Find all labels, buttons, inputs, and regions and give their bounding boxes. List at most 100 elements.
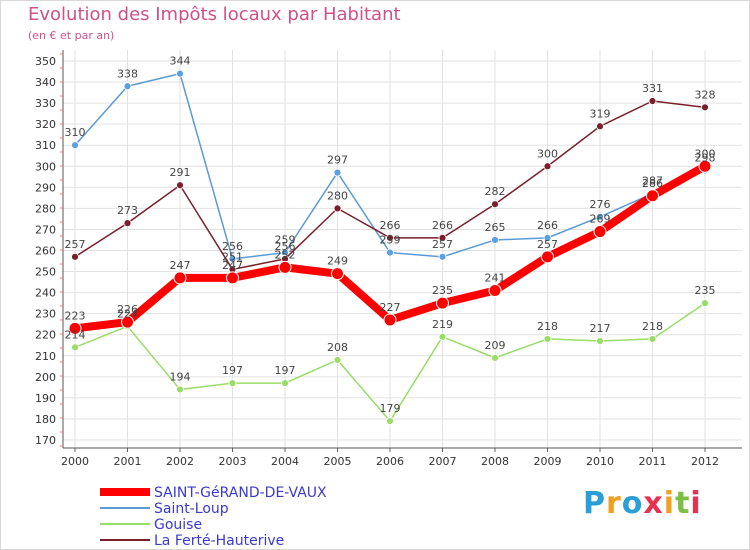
y-tick-label: 290 [35, 181, 56, 194]
x-tick-label: 2004 [271, 455, 299, 468]
data-label: 218 [537, 320, 558, 333]
y-tick-label: 200 [35, 371, 56, 384]
data-point [333, 356, 342, 364]
data-label: 287 [642, 175, 663, 188]
y-tick-label: 310 [35, 139, 56, 152]
x-tick-label: 2011 [639, 455, 667, 468]
x-tick-label: 2012 [691, 455, 719, 468]
data-label: 194 [170, 370, 191, 383]
data-label: 197 [275, 364, 296, 377]
data-point [173, 271, 187, 285]
data-label: 209 [485, 339, 506, 352]
data-point [543, 162, 552, 171]
y-tick-label: 220 [35, 329, 56, 342]
data-label: 282 [485, 185, 506, 198]
data-point [176, 385, 184, 394]
data-label: 286 [642, 177, 663, 190]
data-label: 300 [695, 147, 716, 160]
data-label: 257 [65, 238, 86, 251]
y-tick-label: 320 [35, 118, 56, 131]
data-label: 247 [222, 259, 243, 272]
data-label: 300 [537, 147, 558, 160]
data-point [383, 313, 397, 327]
data-point [491, 236, 499, 244]
data-point [71, 343, 79, 352]
data-point [71, 252, 79, 261]
data-label: 266 [380, 219, 401, 232]
data-label: 223 [65, 309, 86, 322]
x-tick-label: 2008 [481, 455, 509, 468]
data-point [71, 141, 79, 150]
data-label: 310 [65, 126, 86, 139]
legend-label: La Ferté-Hauterive [154, 533, 284, 549]
data-point [121, 315, 134, 329]
data-label: 280 [327, 189, 348, 202]
y-tick-label: 170 [35, 434, 56, 447]
legend-label: SAINT-GéRAND-DE-VAUX [154, 485, 327, 501]
data-point [386, 248, 394, 257]
data-label: 224 [117, 307, 138, 320]
data-point [278, 260, 292, 274]
data-point [333, 168, 342, 177]
data-label: 227 [380, 301, 401, 314]
x-tick-label: 2006 [376, 455, 404, 468]
data-label: 252 [275, 248, 296, 261]
brand-logo: Proxiti [583, 486, 702, 521]
y-tick-label: 280 [35, 202, 56, 215]
x-tick-label: 2009 [534, 455, 562, 468]
x-tick-label: 2010 [586, 455, 614, 468]
data-point [488, 284, 502, 298]
legend-label: Saint-Loup [154, 501, 229, 517]
data-point [491, 353, 499, 362]
data-point [701, 299, 709, 308]
data-label: 276 [590, 198, 611, 211]
data-point [543, 233, 552, 242]
data-point [593, 225, 607, 239]
data-label: 291 [170, 166, 191, 179]
y-tick-label: 260 [35, 245, 56, 258]
data-point [698, 159, 712, 173]
x-tick-label: 2003 [219, 455, 247, 468]
data-label: 235 [432, 284, 453, 297]
data-label: 179 [380, 402, 401, 415]
data-point [386, 233, 394, 242]
data-point [596, 122, 604, 131]
data-label: 197 [222, 364, 243, 377]
data-point [648, 335, 657, 343]
data-label: 257 [432, 238, 453, 251]
data-point [541, 250, 554, 264]
data-point [176, 69, 184, 78]
data-point [438, 332, 447, 341]
data-label: 257 [537, 238, 558, 251]
data-label: 208 [327, 341, 348, 354]
data-label: 235 [695, 284, 716, 297]
data-label: 226 [117, 303, 138, 316]
data-label: 344 [170, 55, 191, 68]
data-label: 214 [65, 328, 86, 341]
data-point [438, 252, 447, 261]
y-tick-label: 340 [35, 76, 56, 89]
y-tick-label: 300 [35, 160, 56, 173]
data-point [596, 337, 604, 345]
data-label: 265 [485, 221, 506, 234]
x-tick-label: 2005 [324, 455, 352, 468]
data-point [331, 267, 344, 281]
y-tick-label: 190 [35, 392, 56, 405]
y-tick-label: 350 [35, 55, 56, 68]
data-point [281, 379, 289, 388]
legend-label: Gouise [154, 517, 202, 533]
x-tick-label: 2007 [429, 455, 457, 468]
data-point [386, 417, 394, 425]
data-point [226, 271, 239, 285]
data-label: 297 [327, 154, 348, 167]
y-tick-label: 250 [35, 266, 56, 279]
data-point [176, 181, 184, 190]
data-label: 219 [432, 318, 453, 331]
data-label: 241 [485, 272, 506, 285]
data-point [646, 189, 659, 203]
data-label: 338 [117, 67, 138, 80]
data-label: 273 [117, 204, 138, 217]
data-label: 259 [275, 234, 296, 247]
data-label: 256 [275, 240, 296, 253]
